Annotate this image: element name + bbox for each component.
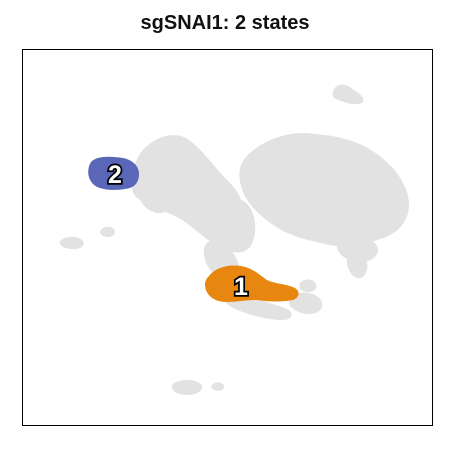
background-cell-cluster [211, 382, 225, 391]
plot-area: 2 1 [22, 49, 433, 426]
background-cell-cluster [362, 169, 377, 182]
state-2-cells [88, 156, 139, 190]
chart-title: sgSNAI1: 2 states [140, 12, 310, 34]
background-cell-cluster [289, 292, 323, 314]
state-1-label: 1 [234, 273, 248, 301]
embedding-plot: 2 1 [59, 84, 410, 395]
background-cell-cluster [171, 379, 203, 395]
state-2-label: 2 [108, 161, 122, 189]
background-cell-cluster [100, 226, 115, 237]
background-cells [59, 84, 410, 395]
background-cell-cluster [138, 185, 170, 214]
background-cell-cluster [225, 296, 292, 320]
state-1-cells [205, 265, 299, 302]
background-cell-cluster [347, 252, 368, 279]
background-cell-cluster [299, 279, 317, 293]
background-cell-cluster [332, 84, 364, 105]
background-cell-cluster [239, 133, 410, 246]
background-cell-cluster [59, 236, 84, 250]
background-cell-cluster [336, 235, 379, 262]
background-cell-cluster [212, 196, 256, 253]
